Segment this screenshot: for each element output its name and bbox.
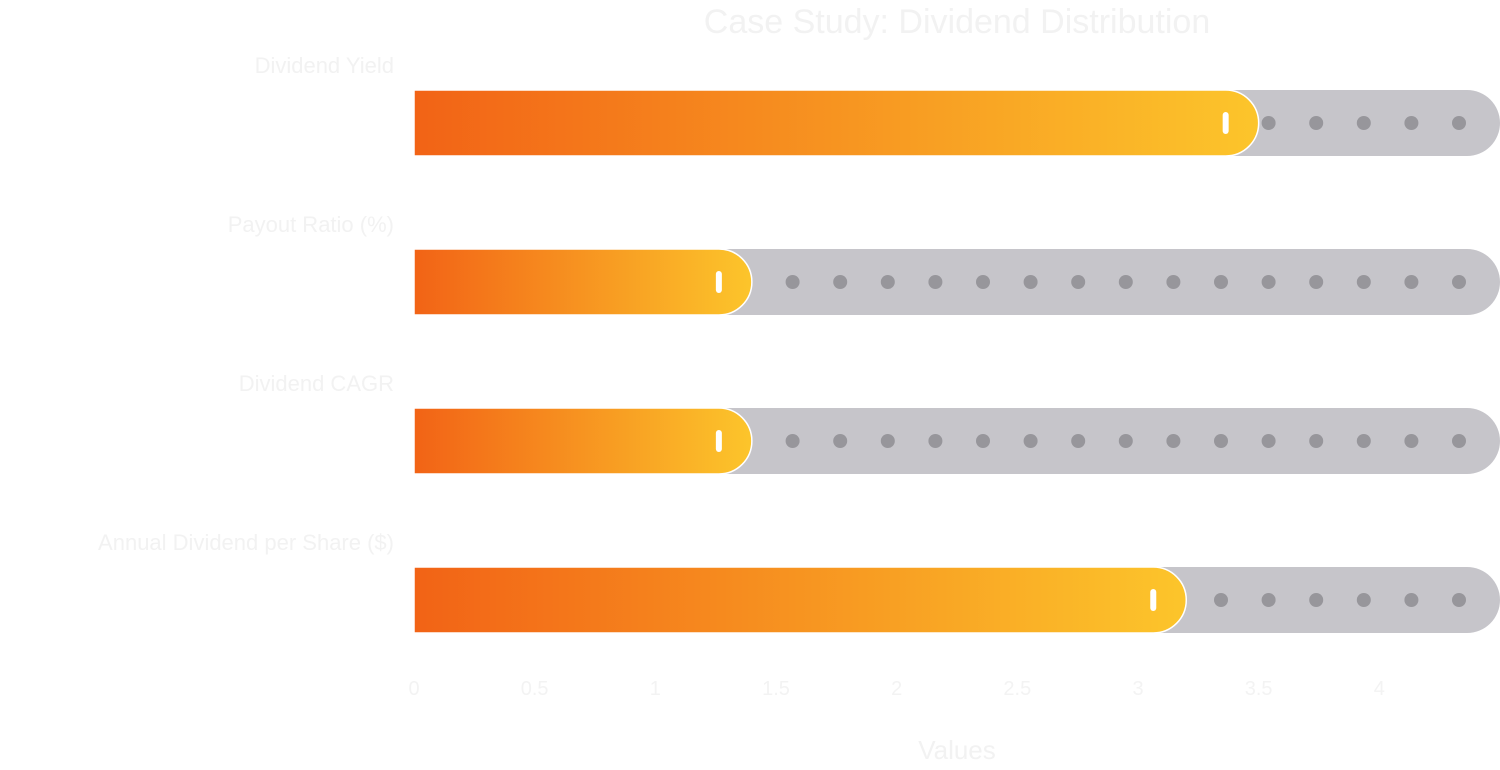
track-dot xyxy=(1071,275,1086,289)
track-dot xyxy=(1166,275,1181,289)
track-dot xyxy=(1166,434,1181,448)
track-dot xyxy=(785,275,800,289)
track-dot xyxy=(1356,434,1371,448)
bar-knob xyxy=(1150,589,1157,611)
track-dot xyxy=(928,434,943,448)
track-dot xyxy=(785,434,800,448)
x-tick-label: 1.5 xyxy=(762,678,790,700)
x-axis-label: Values xyxy=(918,735,996,765)
track-dot xyxy=(833,275,848,289)
x-tick-label: 0 xyxy=(408,678,420,700)
bar-knob xyxy=(715,430,722,452)
track-dot xyxy=(1214,593,1228,607)
track-dot xyxy=(1452,593,1466,607)
track-dot xyxy=(1071,434,1086,448)
x-tick-label: 3 xyxy=(1132,678,1144,700)
track-dot xyxy=(1023,275,1038,289)
track-dot xyxy=(833,434,848,448)
x-tick-label: 1 xyxy=(649,678,661,700)
track-dot xyxy=(1452,434,1466,448)
x-tick-label: 2 xyxy=(891,678,903,700)
track-dot xyxy=(1309,116,1324,130)
bar-knob xyxy=(1222,112,1229,134)
track-dot xyxy=(1356,275,1371,289)
chart-title: Case Study: Dividend Distribution xyxy=(703,3,1211,41)
track-dot xyxy=(880,434,895,448)
bar-knob xyxy=(715,271,722,293)
category-label: Dividend CAGR xyxy=(238,371,394,396)
track-dot xyxy=(1404,275,1419,289)
track-dot xyxy=(880,275,895,289)
track-dot xyxy=(1214,434,1228,448)
category-label: Dividend Yield xyxy=(254,53,394,78)
track-dot xyxy=(1356,593,1371,607)
track-dot xyxy=(928,275,943,289)
bar xyxy=(413,248,753,316)
track-dot xyxy=(1452,275,1466,289)
track-dot xyxy=(1023,434,1038,448)
track-dot xyxy=(1261,434,1276,448)
track-dot xyxy=(1356,116,1371,130)
track-dot xyxy=(976,434,990,448)
track-dot xyxy=(1261,275,1276,289)
track-dot xyxy=(1118,275,1133,289)
x-tick-label: 2.5 xyxy=(1003,678,1032,700)
bar xyxy=(413,89,1260,157)
track-dot xyxy=(1261,593,1276,607)
track-dot xyxy=(1404,116,1419,130)
track-dot xyxy=(1309,593,1324,607)
category-label: Payout Ratio (%) xyxy=(227,212,394,237)
track-dot xyxy=(1309,275,1324,289)
x-tick-label: 0.5 xyxy=(520,678,549,700)
track-dot xyxy=(1452,116,1466,130)
track-dot xyxy=(1214,275,1228,289)
x-tick-label: 3.5 xyxy=(1244,678,1273,700)
track-dot xyxy=(1118,434,1133,448)
bar xyxy=(413,566,1188,634)
track-dot xyxy=(1404,434,1419,448)
track-dot xyxy=(1309,434,1324,448)
x-tick-label: 4 xyxy=(1373,678,1385,700)
track-dot xyxy=(976,275,990,289)
bar xyxy=(413,407,753,475)
category-label: Annual Dividend per Share ($) xyxy=(98,530,394,555)
track-dot xyxy=(1404,593,1419,607)
track-dot xyxy=(1261,116,1276,130)
